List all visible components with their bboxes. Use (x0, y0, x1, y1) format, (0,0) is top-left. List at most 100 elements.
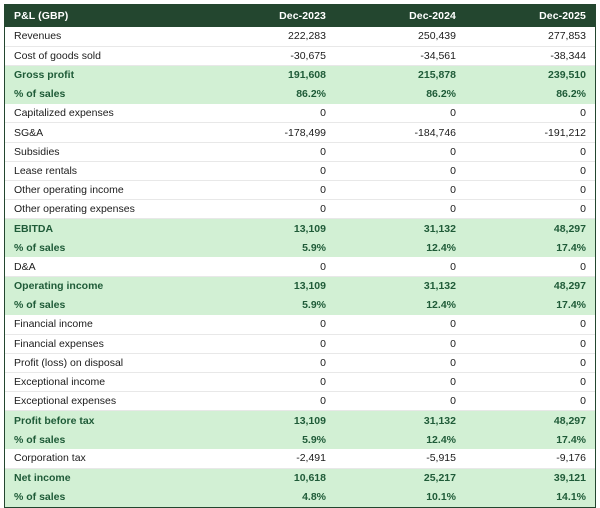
row-value: 14.1% (465, 487, 595, 507)
row-value: 0 (205, 161, 335, 182)
row-value: 0 (205, 142, 335, 162)
row-value: 0 (335, 353, 465, 373)
table-row: Subsidies 0 0 0 (5, 142, 595, 162)
table-row: Profit (loss) on disposal 0 0 0 (5, 353, 595, 373)
row-label: Other operating expenses (5, 199, 205, 220)
row-value: -34,561 (335, 46, 465, 66)
row-value: -2,491 (205, 449, 335, 469)
table-row: Cost of goods sold -30,675 -34,561 -38,344 (5, 46, 595, 66)
table-row: Operating income 13,109 31,132 48,297 (5, 276, 595, 296)
table-row: Financial expenses 0 0 0 (5, 334, 595, 354)
row-label: D&A (5, 257, 205, 277)
row-value: 48,297 (465, 276, 595, 296)
row-label: Profit (loss) on disposal (5, 353, 205, 373)
table-row: Capitalized expenses 0 0 0 (5, 103, 595, 124)
row-value: 86.2% (205, 84, 335, 104)
row-value: 17.4% (465, 238, 595, 258)
row-value: 222,283 (205, 27, 335, 47)
pl-table-container: P&L (GBP) Dec-2023 Dec-2024 Dec-2025 Rev… (4, 4, 596, 508)
row-label: Cost of goods sold (5, 46, 205, 66)
row-value: 0 (465, 161, 595, 182)
table-row: EBITDA 13,109 31,132 48,297 (5, 218, 595, 239)
row-value: 48,297 (465, 410, 595, 430)
row-value: 0 (335, 180, 465, 201)
row-value: 13,109 (205, 276, 335, 296)
row-value: 0 (205, 199, 335, 220)
row-value: 239,510 (465, 65, 595, 85)
table-row: Gross profit 191,608 215,878 239,510 (5, 65, 595, 85)
row-label: Exceptional expenses (5, 391, 205, 412)
row-label: Exceptional income (5, 372, 205, 393)
row-value: 0 (335, 334, 465, 354)
row-value: 215,878 (335, 65, 465, 85)
table-row: Profit before tax 13,109 31,132 48,297 (5, 410, 595, 430)
table-row: Other operating expenses 0 0 0 (5, 199, 595, 220)
row-value: -9,176 (465, 449, 595, 469)
row-value: 0 (205, 314, 335, 335)
row-value: -38,344 (465, 46, 595, 66)
row-value: 13,109 (205, 218, 335, 239)
table-row: % of sales 5.9% 12.4% 17.4% (5, 429, 595, 450)
row-value: 31,132 (335, 218, 465, 239)
row-value: 12.4% (335, 295, 465, 315)
table-row: % of sales 86.2% 86.2% 86.2% (5, 84, 595, 104)
row-value: 0 (335, 257, 465, 277)
table-row: Exceptional expenses 0 0 0 (5, 391, 595, 412)
row-value: 0 (335, 199, 465, 220)
row-label: % of sales (5, 429, 205, 450)
row-value: 17.4% (465, 429, 595, 450)
row-label: Lease rentals (5, 161, 205, 182)
table-row: Corporation tax -2,491 -5,915 -9,176 (5, 449, 595, 469)
column-header-dec-2024[interactable]: Dec-2024 (335, 5, 465, 27)
row-value: 0 (465, 199, 595, 220)
row-value: 0 (205, 103, 335, 124)
row-value: 0 (335, 142, 465, 162)
row-value: 0 (465, 372, 595, 393)
row-value: 48,297 (465, 218, 595, 239)
column-header-label[interactable]: P&L (GBP) (5, 5, 205, 27)
row-value: 12.4% (335, 429, 465, 450)
table-row: Lease rentals 0 0 0 (5, 161, 595, 182)
row-value: 0 (465, 103, 595, 124)
row-value: 86.2% (335, 84, 465, 104)
row-value: 31,132 (335, 410, 465, 430)
row-value: 5.9% (205, 295, 335, 315)
row-value: 0 (205, 257, 335, 277)
row-value: 277,853 (465, 27, 595, 47)
row-label: SG&A (5, 122, 205, 143)
row-value: -30,675 (205, 46, 335, 66)
row-label: % of sales (5, 487, 205, 507)
row-value: -178,499 (205, 122, 335, 143)
row-value: 0 (205, 372, 335, 393)
row-value: 86.2% (465, 84, 595, 104)
column-header-dec-2023[interactable]: Dec-2023 (205, 5, 335, 27)
row-value: 191,608 (205, 65, 335, 85)
row-value: 39,121 (465, 468, 595, 488)
row-value: 10,618 (205, 468, 335, 488)
row-value: 250,439 (335, 27, 465, 47)
row-value: 25,217 (335, 468, 465, 488)
row-label: Other operating income (5, 180, 205, 201)
row-label: Corporation tax (5, 449, 205, 469)
table-row: Other operating income 0 0 0 (5, 180, 595, 201)
column-header-dec-2025[interactable]: Dec-2025 (465, 5, 595, 27)
row-value: 13,109 (205, 410, 335, 430)
row-label: EBITDA (5, 218, 205, 239)
row-value: 5.9% (205, 238, 335, 258)
row-value: 31,132 (335, 276, 465, 296)
row-value: 4.8% (205, 487, 335, 507)
table-row: Financial income 0 0 0 (5, 314, 595, 335)
row-label: Net income (5, 468, 205, 488)
row-label: Operating income (5, 276, 205, 296)
row-value: 0 (335, 372, 465, 393)
row-label: Capitalized expenses (5, 103, 205, 124)
row-label: % of sales (5, 295, 205, 315)
row-value: 5.9% (205, 429, 335, 450)
table-header: P&L (GBP) Dec-2023 Dec-2024 Dec-2025 (5, 5, 595, 27)
table-row: Net income 10,618 25,217 39,121 (5, 468, 595, 488)
row-label: % of sales (5, 238, 205, 258)
header-row: P&L (GBP) Dec-2023 Dec-2024 Dec-2025 (5, 5, 595, 27)
row-label: Financial income (5, 314, 205, 335)
row-value: 0 (335, 314, 465, 335)
row-label: Profit before tax (5, 410, 205, 430)
